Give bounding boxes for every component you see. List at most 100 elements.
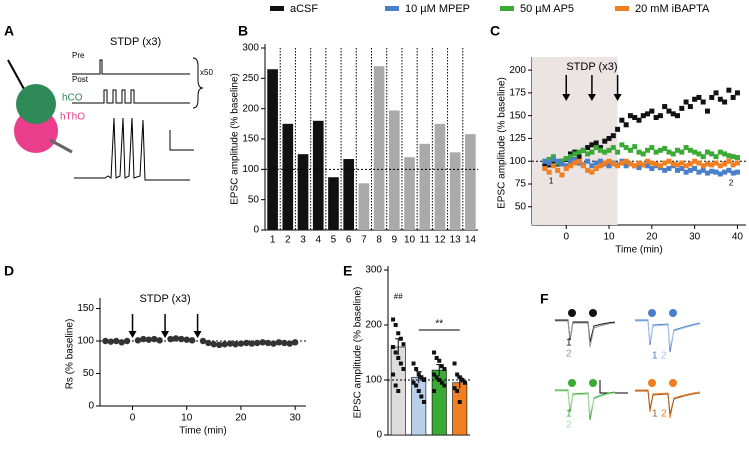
data-point [692,166,698,172]
legend-swatch [270,6,284,11]
data-point [226,340,234,347]
data-point [649,145,655,151]
data-point [649,166,655,172]
data-point [593,160,599,166]
data-point [722,99,728,105]
data-point [623,163,629,169]
trace-label: 1 [652,409,658,420]
data-point [398,361,403,366]
trace-label: 2 [566,349,572,360]
data-point [679,105,685,111]
data-point [610,161,616,167]
x-tick-label: 10 [404,235,416,246]
data-point [666,149,672,155]
data-point [419,394,424,399]
legend-swatch [385,6,399,11]
x-tick-label: 5 [331,235,337,246]
data-point [432,350,437,355]
bar [373,66,385,230]
panel-label: B [238,23,248,39]
data-point [722,151,728,157]
trace-label: Pre [72,51,85,60]
data-point [623,145,629,151]
data-point [717,149,723,155]
data-point [411,361,416,366]
data-point [602,149,608,155]
data-point [281,339,288,347]
annotation: 1 [549,176,554,185]
data-point [675,147,681,153]
bar [343,159,355,230]
data-point [248,340,255,347]
bar [465,134,476,230]
data-point [259,339,266,346]
data-point [696,94,702,100]
data-point [167,335,174,343]
data-point [734,169,740,175]
trace-label: 1 [652,351,658,362]
data-point [636,160,642,166]
data-point [396,389,401,393]
data-point [709,151,715,157]
data-point [722,169,728,175]
y-tick-label: 250 [242,73,259,84]
data-point [542,166,548,172]
data-point [568,163,574,169]
data-point [683,145,689,151]
data-point [602,138,608,144]
data-point [555,167,561,173]
data-point [393,350,398,355]
data-point [687,147,693,153]
data-point [653,161,659,167]
data-point [411,380,416,385]
data-point [416,389,421,393]
scale-bar [169,130,194,151]
data-point [393,383,398,388]
data-point [623,122,629,128]
y-tick-label: 0 [376,430,382,441]
data-point [606,147,612,153]
legend-label: 10 µM MPEP [405,3,470,15]
data-point [221,341,228,348]
data-point [632,114,638,120]
y-tick-label: 125 [509,133,526,144]
data-point [627,161,633,167]
y-tick-label: 300 [242,43,259,54]
data-point [559,172,565,178]
data-point [396,356,401,360]
annotation: 2 [729,178,734,187]
x-tick-label: 6 [346,235,352,246]
data-point [717,96,723,102]
data-point [589,169,595,175]
y-tick-label: 50 [248,194,260,205]
data-point [734,90,740,96]
data-point [593,166,599,172]
trace [635,320,701,349]
x-axis-label: Time (min) [179,426,226,437]
data-point [563,163,569,169]
data-point [421,400,426,404]
data-point [606,158,612,164]
data-point [619,117,625,123]
data-point [452,386,457,391]
data-point [572,160,578,166]
data-point [657,163,663,169]
data-point [675,167,681,173]
data-point [597,163,603,169]
data-point [568,158,574,164]
y-tick-label: 150 [77,303,94,314]
data-point [666,108,672,114]
y-tick-label: 50 [515,201,527,212]
legend: aCSF 10 µM MPEP 50 µM AP5 20 mM iBAPTA [270,3,710,15]
data-point [102,337,109,345]
data-point [662,167,668,173]
dot [669,309,677,317]
data-point [576,154,582,160]
bar [404,157,415,230]
trace-label: Post [72,75,89,84]
data-point [291,339,299,346]
data-point [593,140,599,146]
data-point [391,345,396,349]
data-point [662,104,668,110]
